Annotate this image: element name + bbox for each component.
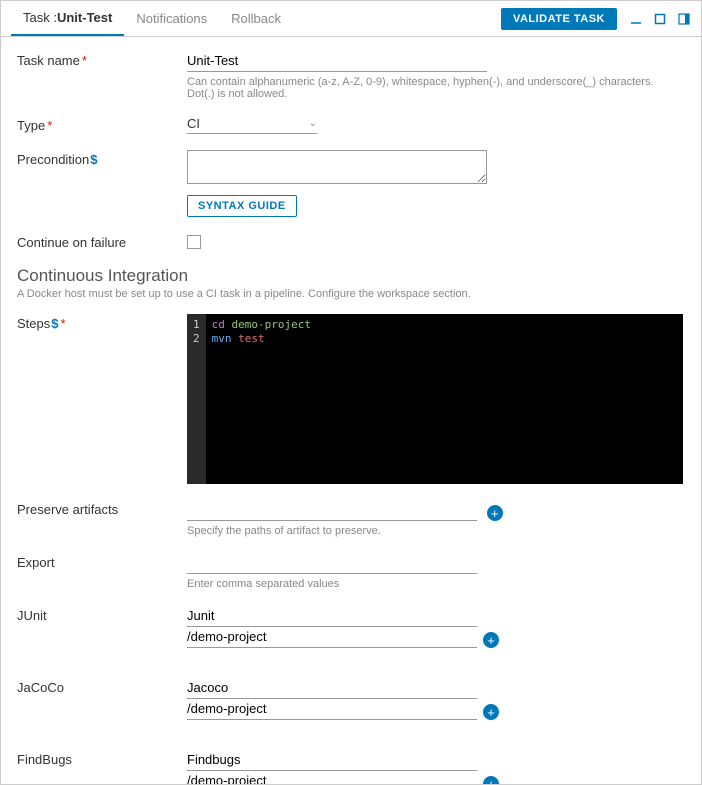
junit-name-input[interactable] <box>187 606 477 627</box>
tab-task[interactable]: Task :Unit-Test <box>11 1 124 36</box>
steps-code-editor[interactable]: 1 2 cd demo-project mvn test <box>187 314 683 484</box>
task-name-hint: Can contain alphanumeric (a-z, A-Z, 0-9)… <box>187 76 683 100</box>
ci-section-hint: A Docker host must be set up to use a CI… <box>17 288 683 300</box>
jacoco-path-input[interactable] <box>187 699 477 720</box>
task-name-label: Task name* <box>17 51 187 68</box>
tab-prefix: Task : <box>23 10 57 25</box>
steps-label: Steps$* <box>17 314 187 331</box>
tab-task-name: Unit-Test <box>57 10 112 25</box>
export-label: Export <box>17 553 187 570</box>
jacoco-add-button[interactable]: + <box>483 704 499 720</box>
findbugs-path-input[interactable] <box>187 771 477 784</box>
junit-add-button[interactable]: + <box>483 632 499 648</box>
code-body: cd demo-project mvn test <box>206 314 317 484</box>
tab-notifications[interactable]: Notifications <box>124 1 219 36</box>
continue-on-failure-label: Continue on failure <box>17 233 187 250</box>
junit-path-input[interactable] <box>187 627 477 648</box>
preserve-artifacts-input[interactable] <box>187 500 477 521</box>
type-select[interactable]: CI ⌄ <box>187 116 317 134</box>
dock-icon[interactable] <box>677 12 691 26</box>
findbugs-name-input[interactable] <box>187 750 477 771</box>
validate-task-button[interactable]: VALIDATE TASK <box>501 8 617 30</box>
continue-on-failure-checkbox[interactable] <box>187 235 201 249</box>
tab-bar: Task :Unit-Test Notifications Rollback <box>11 1 293 36</box>
code-gutter: 1 2 <box>187 314 206 484</box>
jacoco-label: JaCoCo <box>17 678 187 695</box>
form-content: Task name* Can contain alphanumeric (a-z… <box>1 37 701 784</box>
findbugs-label: FindBugs <box>17 750 187 767</box>
add-artifact-button[interactable]: + <box>487 505 503 521</box>
precondition-input[interactable] <box>187 150 487 184</box>
precondition-label: Precondition$ <box>17 150 187 167</box>
preserve-artifacts-label: Preserve artifacts <box>17 500 187 517</box>
chevron-down-icon: ⌄ <box>309 118 317 129</box>
ci-section-title: Continuous Integration <box>17 266 683 286</box>
type-label: Type* <box>17 116 187 133</box>
task-name-input[interactable] <box>187 51 487 72</box>
syntax-guide-button[interactable]: SYNTAX GUIDE <box>187 195 297 217</box>
export-input[interactable] <box>187 553 477 574</box>
findbugs-add-button[interactable]: + <box>483 776 499 784</box>
maximize-icon[interactable] <box>653 12 667 26</box>
minimize-icon[interactable] <box>629 12 643 26</box>
junit-label: JUnit <box>17 606 187 623</box>
tab-rollback[interactable]: Rollback <box>219 1 293 36</box>
window-controls <box>629 12 691 26</box>
preserve-artifacts-hint: Specify the paths of artifact to preserv… <box>187 525 683 537</box>
jacoco-name-input[interactable] <box>187 678 477 699</box>
type-value: CI <box>187 116 309 131</box>
panel-header: Task :Unit-Test Notifications Rollback V… <box>1 1 701 37</box>
export-hint: Enter comma separated values <box>187 578 683 590</box>
